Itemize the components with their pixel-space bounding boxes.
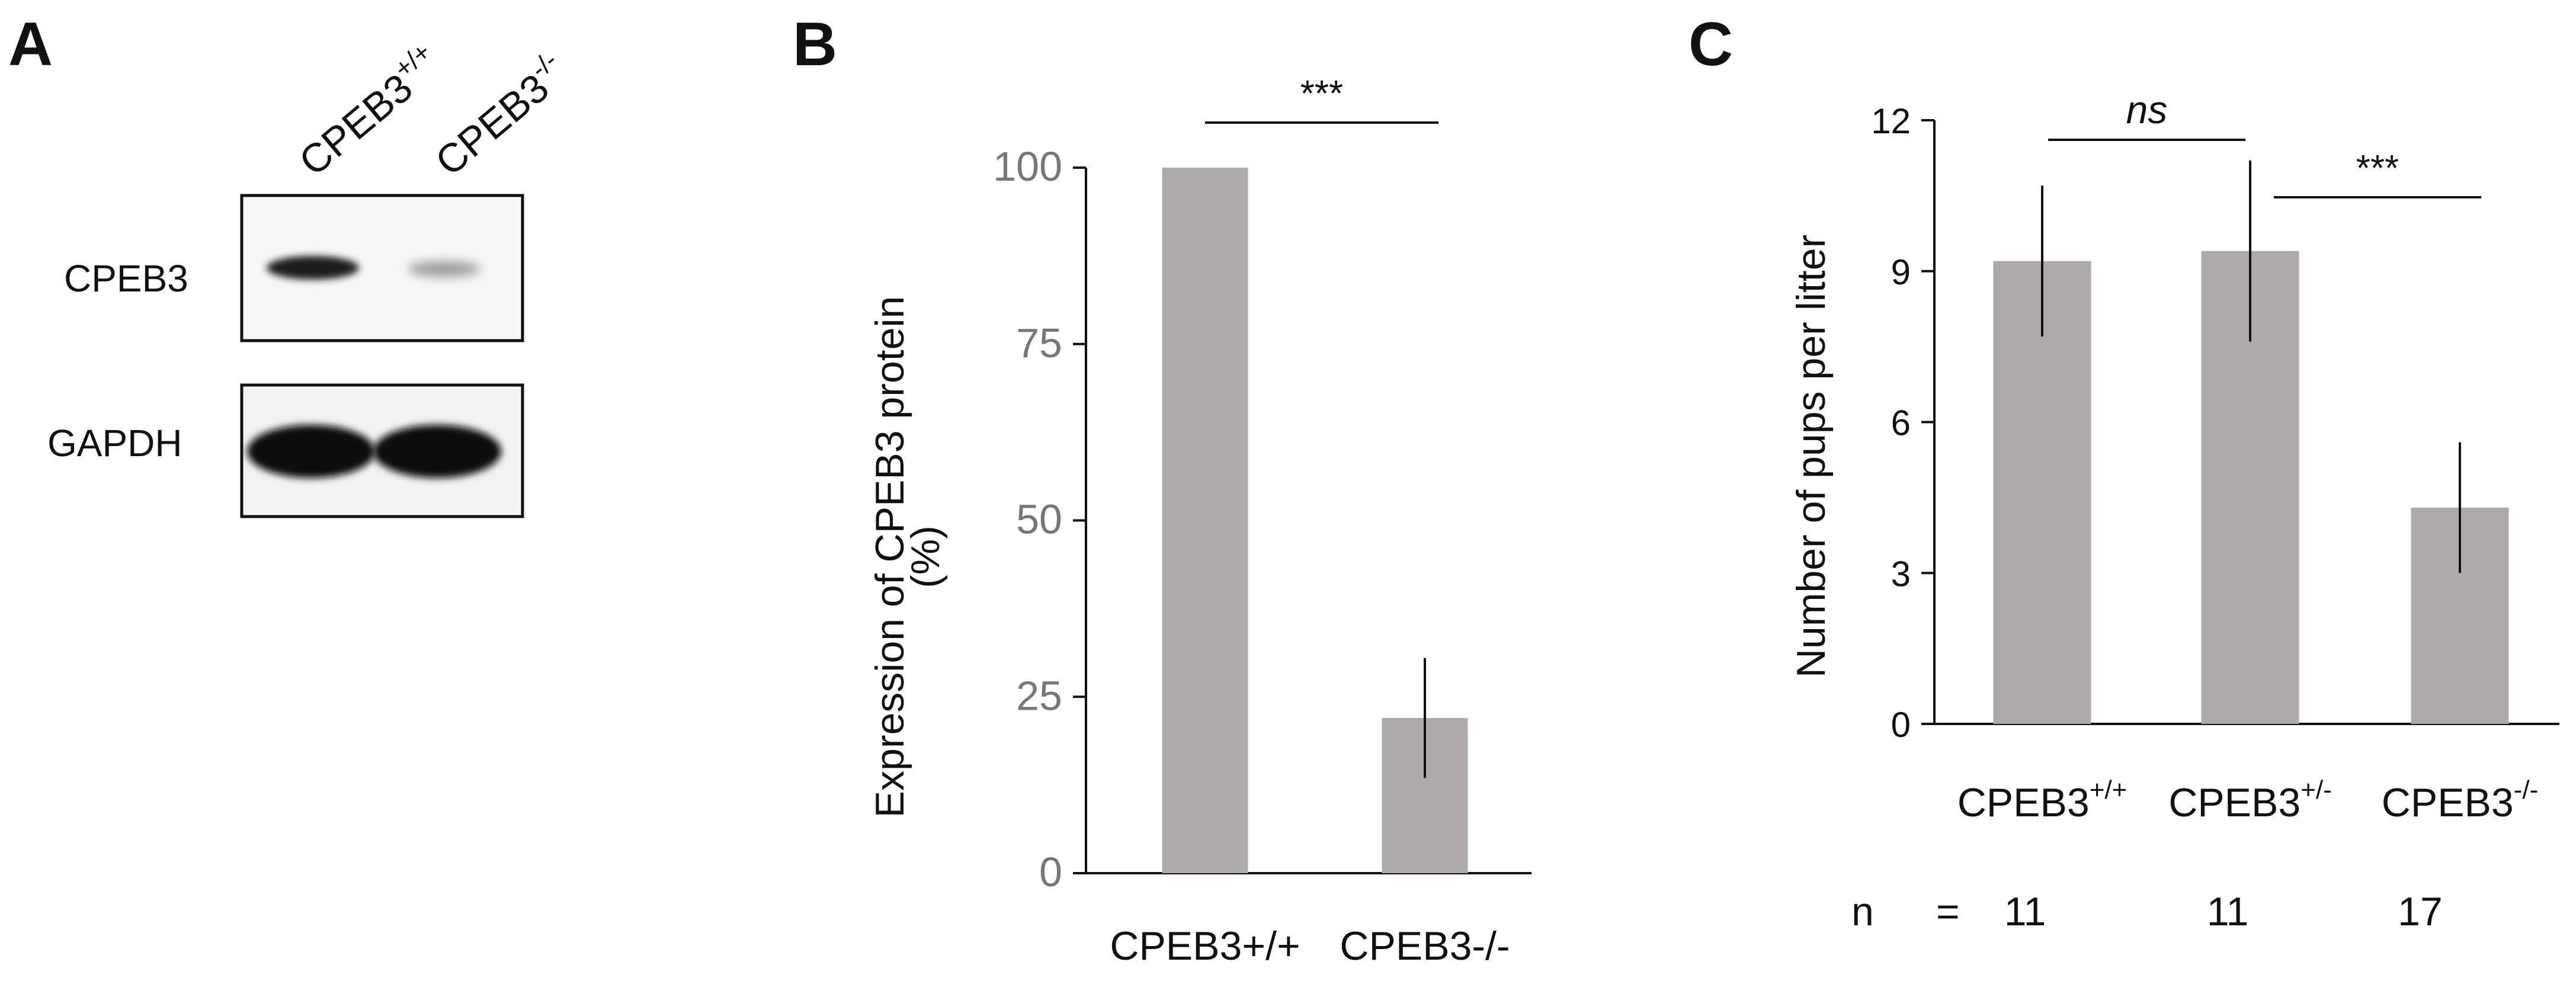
y-tick-label: 3 [1891,554,1911,594]
b-ylabel-line2: (%) [903,525,948,588]
y-tick-label: 0 [1039,849,1062,895]
blot-label-gapdh: GAPDH [47,422,182,464]
y-tick-label: 50 [1016,496,1062,543]
chart-c: 0 3 6 9 12 CPEB3+/+ CPEB3+/- CPEB3-/- ns *** [1871,88,2559,825]
y-tick-label: 12 [1871,101,1911,141]
lane-label-wt: CPEB3+/+ [288,37,450,185]
significance-label: ns [2126,88,2168,132]
panel-a-letter: A [8,10,53,79]
b-ylabel-line1: Expression of CPEB3 protein [867,296,912,818]
y-tick-label: 9 [1891,252,1911,292]
x-tick-label: CPEB3-/- [1340,924,1510,969]
y-tick-label: 75 [1016,320,1062,366]
n-label: n [1851,889,1874,934]
x-tick-label: CPEB3-/- [2382,775,2539,825]
lane-label-ko: CPEB3-/- [424,46,576,184]
panel-c-letter: C [1689,10,1733,79]
significance-label: *** [2356,148,2399,189]
bar [1162,168,1248,873]
x-tick-label: CPEB3+/+ [1957,775,2128,825]
n-value-ko: 17 [2398,889,2443,934]
panel-b: B Expression of CPEB3 protein (%) 0 25 50 7… [793,10,1531,969]
y-tick-label: 0 [1891,705,1911,745]
bar [1993,261,2091,724]
band-gapdh-ko [373,425,501,478]
panel-c: C Number of pups per litter 0 3 6 9 12 CPEB3+… [1689,10,2559,934]
panel-b-letter: B [793,10,837,79]
band-cpeb3-wt [267,256,359,280]
n-value-het: 11 [2207,889,2249,934]
n-equals: = [1936,889,1960,934]
significance-label: *** [1300,73,1343,114]
y-tick-label: 25 [1016,672,1062,719]
n-value-wt: 11 [2004,889,2046,934]
band-cpeb3-ko [408,261,481,277]
band-gapdh-wt [247,425,375,478]
x-tick-label: CPEB3+/- [2168,775,2332,825]
y-tick-label: 100 [993,143,1062,190]
x-tick-label: CPEB3+/+ [1110,924,1300,969]
chart-b: 0 25 50 75 100 CPEB3+/+ CPEB3-/- *** [993,73,1531,969]
blot-label-cpeb3: CPEB3 [64,257,188,300]
y-tick-label: 6 [1891,403,1911,443]
panel-a: A CPEB3+/+ CPEB3-/- CPEB3 GAPDH [8,10,576,518]
c-ylabel: Number of pups per litter [1789,235,1834,678]
